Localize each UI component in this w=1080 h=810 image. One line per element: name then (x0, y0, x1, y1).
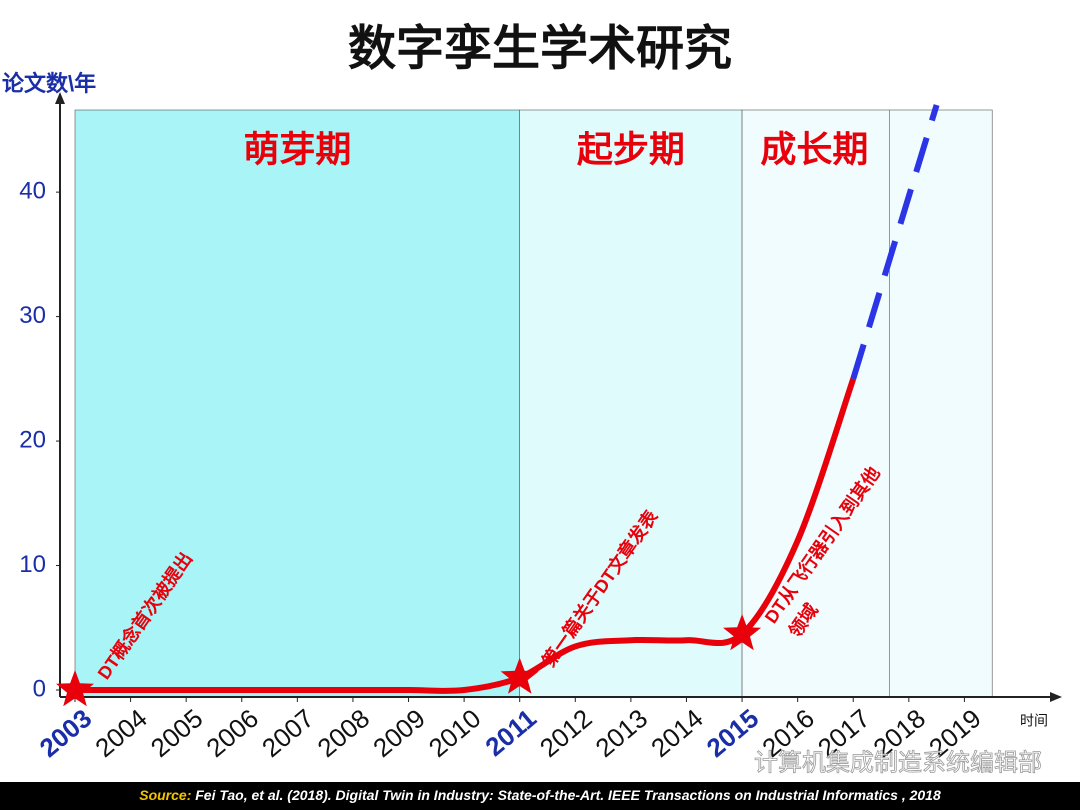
x-axis-label: 时间 (1020, 713, 1048, 729)
phase-label: 成长期 (760, 129, 868, 170)
x-axis-arrow (1050, 692, 1062, 702)
line-series (74, 377, 857, 694)
source: Source: Fei Tao, et al. (2018). Digital … (139, 787, 941, 803)
phase-region (741, 109, 993, 698)
y-axis-label: 论文数\年 (2, 71, 96, 96)
annotation-star (500, 657, 539, 694)
phase-label: 起步期 (577, 129, 685, 170)
y-tick-label: 0 (33, 675, 46, 702)
phases: 萌芽期 起步期 成长期 (74, 109, 993, 698)
source-bar (0, 782, 1080, 810)
annotation-star (56, 670, 94, 707)
y-tick-label: 30 (19, 302, 46, 329)
phase-region (519, 109, 743, 698)
y-tick-label: 20 (19, 426, 46, 453)
source-text: Fei Tao, et al. (2018). Digital Twin in … (191, 787, 941, 803)
phase-region (74, 109, 521, 698)
y-tick-label: 40 (19, 177, 46, 204)
source-label: Source: (139, 787, 191, 803)
line-series (850, 104, 940, 380)
y-axis-arrow (55, 92, 65, 104)
annotation-star (723, 614, 762, 651)
y-tick-label: 10 (19, 551, 46, 578)
phase-label: 萌芽期 (243, 129, 351, 170)
watermark: 计算机集成制造系统编辑部 (754, 749, 1042, 776)
chart-title: 数字孪生学术研究 (348, 23, 732, 76)
